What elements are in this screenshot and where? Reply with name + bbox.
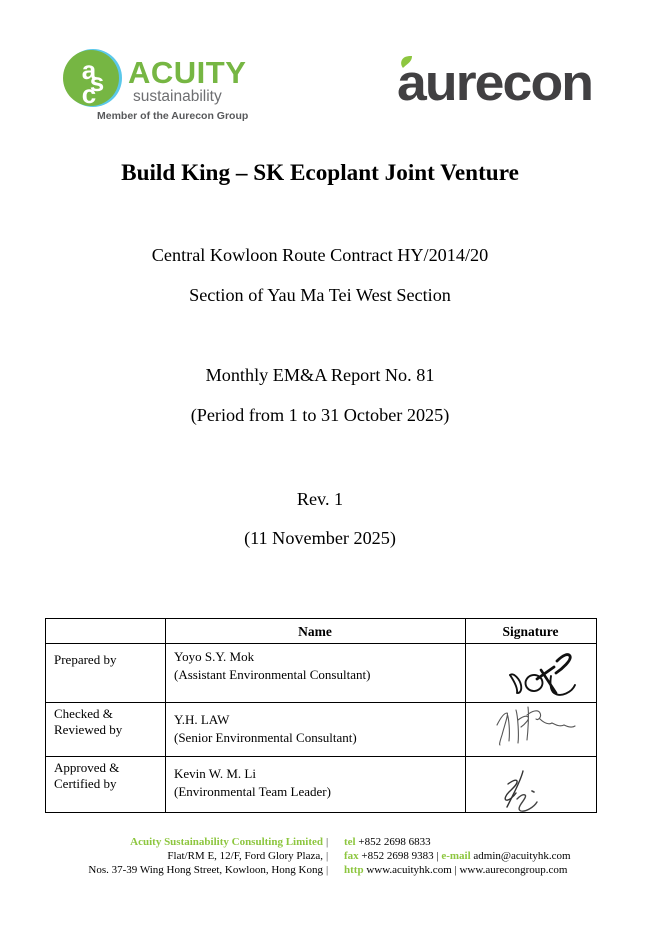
svg-text:c: c bbox=[82, 79, 96, 108]
